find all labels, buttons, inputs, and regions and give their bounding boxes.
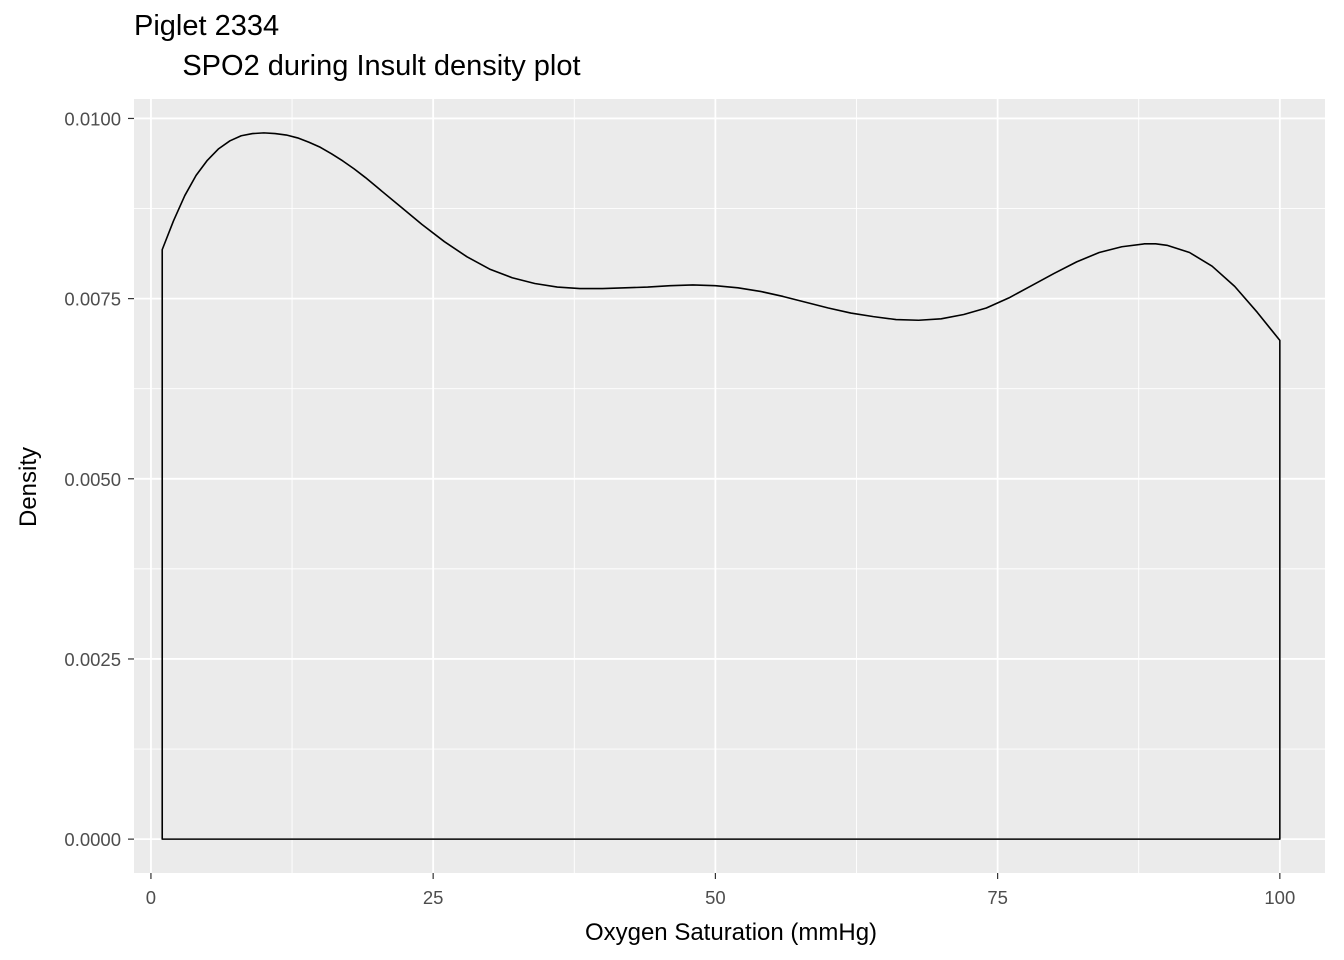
plot-panel: [134, 99, 1325, 873]
x-tick-label: 0: [146, 887, 156, 908]
x-axis-title: Oxygen Saturation (mmHg): [585, 919, 877, 946]
x-axis: 0 25 50 75 100: [146, 873, 1295, 908]
y-tick-label: 0.0075: [64, 289, 121, 310]
y-tick-label: 0.0050: [64, 469, 121, 490]
density-curve: [161, 132, 1281, 840]
chart-title: Piglet 2334: [134, 10, 280, 42]
x-tick-label: 100: [1264, 887, 1295, 908]
chart-subtitle: SPO2 during Insult density plot: [134, 50, 581, 82]
y-tick-label: 0.0025: [64, 649, 121, 670]
y-tick-label: 0.0100: [64, 108, 121, 129]
y-axis: 0.0000 0.0025 0.0050 0.0075 0.0100: [64, 108, 134, 850]
y-axis-title: Density: [15, 447, 42, 527]
x-tick-label: 25: [423, 887, 444, 908]
x-tick-label: 50: [705, 887, 726, 908]
minor-gridlines: [134, 99, 1325, 873]
y-tick-label: 0.0000: [64, 829, 121, 850]
x-tick-label: 75: [987, 887, 1008, 908]
